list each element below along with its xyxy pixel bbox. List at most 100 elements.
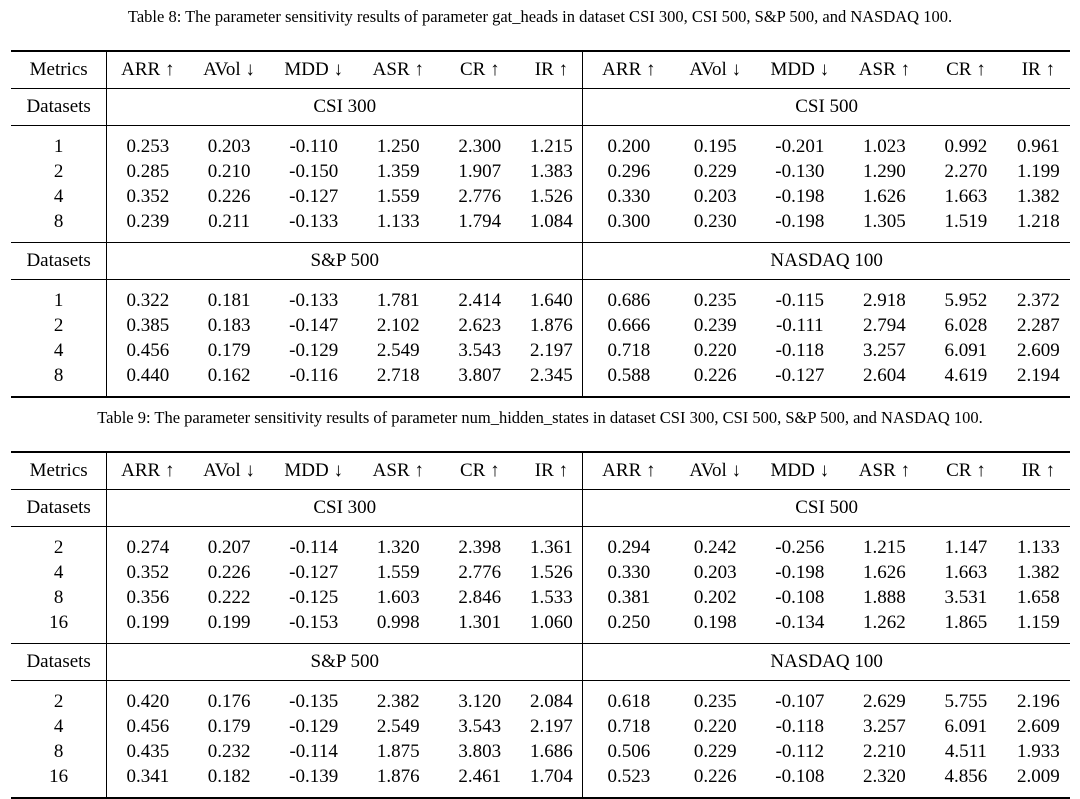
section-rule [11,279,1070,280]
table-row: 2 0.285 0.210 -0.150 1.359 1.907 1.383 0.296 0.2… [11,159,1070,184]
metric-value-cell: 0.162 [207,364,251,386]
metric-value-cell: 0.330 [607,561,651,583]
metrics-label: Metrics [11,451,108,490]
bottom-rule [11,796,1070,799]
metric-value-cell: 2.461 [458,765,502,787]
table-row: 2 0.420 0.176 -0.135 2.382 3.120 2.084 0.618 0.2… [11,689,1070,714]
metric-value-cell: 0.183 [207,314,251,336]
row-parameter-value: 4 [11,338,108,363]
metric-header: MDD ↓ [755,451,844,490]
metric-value-cell: 1.519 [944,210,988,232]
metric-value-cell: 0.198 [693,611,737,633]
metric-value-cell: 0.220 [693,715,737,737]
metric-value-cell: 3.543 [458,715,502,737]
section-rule [11,643,1070,644]
metric-header: CR ↑ [925,50,1007,89]
metric-value-cell: 3.803 [458,740,502,762]
metric-header: ARR ↑ [582,50,675,89]
metric-value-cell: 0.199 [126,611,170,633]
datasets-label: Datasets [11,643,108,680]
metric-value-cell: 0.226 [207,561,251,583]
metric-value-cell: 1.626 [863,561,906,583]
left-dataset-name: CSI 300 [106,489,584,526]
metric-value-cell: 1.686 [520,739,584,764]
datasets-row: Datasets CSI 300 CSI 500 [11,88,1070,125]
row-parameter-value: 2 [11,159,108,184]
metric-value-cell: 0.210 [207,160,251,182]
table-8-caption: Table 8: The parameter sensitivity resul… [127,7,953,26]
metric-value-cell: -0.133 [289,210,339,232]
metric-value-cell: 1.250 [376,135,420,157]
metric-value-cell: 0.523 [607,765,651,787]
section-rule [11,526,1070,527]
metric-value-cell: 0.232 [207,740,251,762]
metric-value-cell: -0.129 [289,339,339,361]
datasets-row: Datasets CSI 300 CSI 500 [11,489,1070,526]
bottom-rule [11,395,1070,398]
metric-value-cell: 0.235 [693,289,737,311]
metric-value-cell: -0.150 [289,160,339,182]
metric-value-cell: -0.256 [775,536,825,558]
row-parameter-value: 16 [11,610,108,635]
table-row: 2 0.385 0.183 -0.147 2.102 2.623 1.876 0.666 0.2… [11,313,1070,338]
metric-value-cell: 2.794 [863,314,906,336]
metric-value-cell: 2.604 [863,364,906,386]
right-dataset-name: CSI 500 [795,96,859,117]
metric-value-cell: -0.198 [775,561,825,583]
metric-value-cell: 1.559 [376,561,420,583]
table-row: 4 0.352 0.226 -0.127 1.559 2.776 1.526 0.330 0.2… [11,560,1070,585]
metric-value-cell: 2.609 [1016,339,1060,361]
metric-value-cell: 6.028 [944,314,988,336]
metric-value-cell: 1.559 [376,185,420,207]
metric-value-cell: 2.210 [863,740,906,762]
metric-value-cell: 1.658 [1016,586,1060,608]
metric-value-cell: 0.211 [208,210,251,232]
row-parameter-value: 1 [11,288,108,313]
metric-value-cell: 1.865 [944,611,988,633]
metric-value-cell: 2.102 [376,314,420,336]
metric-value-cell: 2.549 [376,715,420,737]
metric-value-cell: 1.023 [863,135,906,157]
table-row: 8 0.239 0.211 -0.133 1.133 1.794 1.084 0.300 0.2… [11,209,1070,234]
table-row: 4 0.352 0.226 -0.127 1.559 2.776 1.526 0.330 0.2… [11,184,1070,209]
metric-header: IR ↑ [1006,451,1070,490]
metric-value-cell: 0.203 [693,185,737,207]
table-row: 16 0.341 0.182 -0.139 1.876 2.461 1.704 0.523 0.… [11,764,1070,789]
metric-value-cell: 2.918 [863,289,906,311]
metric-value-cell: 0.239 [693,314,737,336]
metric-value-cell: 0.229 [693,740,737,762]
metric-value-cell: 0.179 [207,339,251,361]
metric-value-cell: 1.704 [520,764,584,789]
metric-header: ARR ↑ [106,50,189,89]
metric-value-cell: 2.320 [863,765,906,787]
left-dataset-name: CSI 300 [106,88,584,125]
metric-header: CR ↑ [439,50,521,89]
row-parameter-value: 16 [11,764,108,789]
metric-value-cell: 6.091 [944,715,988,737]
metric-value-cell: -0.127 [289,185,339,207]
metric-value-cell: 0.250 [607,611,651,633]
row-parameter-value: 1 [11,134,108,159]
metric-value-cell: 2.382 [376,690,420,712]
metric-value-cell: 1.320 [376,536,420,558]
metric-value-cell: 0.253 [126,135,170,157]
metric-value-cell: 1.876 [376,765,420,787]
metric-value-cell: 2.270 [944,160,988,182]
metric-value-cell: -0.153 [289,611,339,633]
metric-header: ASR ↑ [357,451,440,490]
metric-value-cell: 1.133 [376,210,420,232]
metric-value-cell: 2.629 [863,690,906,712]
metric-value-cell: -0.116 [289,364,338,386]
metric-value-cell: 1.305 [863,210,906,232]
metric-header: ASR ↑ [843,451,926,490]
metric-value-cell: 0.235 [693,690,737,712]
metric-value-cell: -0.111 [775,314,824,336]
metric-value-cell: 1.663 [944,185,988,207]
row-parameter-value: 2 [11,313,108,338]
metric-value-cell: 1.794 [458,210,502,232]
datasets-row: Datasets S&P 500 NASDAQ 100 [11,242,1070,279]
row-parameter-value: 8 [11,585,108,610]
metric-value-cell: 0.618 [607,690,651,712]
metric-value-cell: 0.182 [207,765,251,787]
section-rule [11,242,1070,243]
